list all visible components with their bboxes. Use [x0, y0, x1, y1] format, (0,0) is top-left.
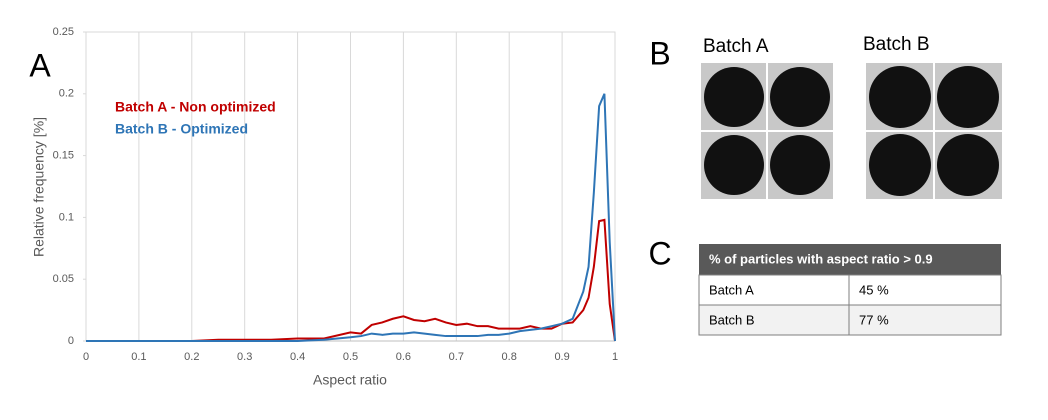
table-cell: 77 % [859, 312, 889, 327]
x-tick-label: 0.9 [554, 351, 569, 363]
table-row [698, 274, 1002, 306]
particle [869, 66, 931, 128]
particle [869, 134, 931, 196]
y-tick-label: 0 [68, 335, 74, 347]
panel-label: B [649, 35, 670, 71]
x-tick-label: 0.1 [131, 351, 146, 363]
table-cell: 45 % [859, 282, 889, 297]
x-tick-label: 0.6 [396, 351, 411, 363]
y-tick-label: 0.25 [53, 26, 74, 38]
series-line [86, 93, 616, 342]
particle [704, 67, 764, 127]
x-tick-label: 1 [612, 351, 618, 363]
particle [937, 66, 999, 128]
panel-label: A [29, 47, 51, 83]
y-tick-label: 0.05 [53, 273, 74, 285]
image-label: Batch A [703, 36, 769, 57]
particle [770, 135, 830, 195]
image-label: Batch B [863, 34, 930, 55]
panel-label: C [648, 235, 671, 271]
y-tick-label: 0.1 [59, 211, 74, 223]
table-header-text: % of particles with aspect ratio > 0.9 [709, 251, 933, 266]
particle-images [701, 63, 1002, 199]
legend-entry: Batch B - Optimized [115, 121, 248, 137]
table-cell: Batch A [709, 282, 754, 297]
particle [770, 67, 830, 127]
table: % of particles with aspect ratio > 0.9 B… [698, 244, 1002, 336]
x-tick-label: 0.5 [343, 351, 358, 363]
x-tick-label: 0.3 [237, 351, 252, 363]
series-line [86, 218, 616, 342]
y-axis-label: Relative frequency [%] [31, 117, 47, 257]
table-header [699, 244, 1001, 275]
x-axis-label: Aspect ratio [313, 372, 387, 388]
y-tick-label: 0.2 [59, 88, 74, 100]
table-cell: Batch B [709, 312, 755, 327]
y-tick-label: 0.15 [53, 150, 74, 162]
legend-entry: Batch A - Non optimized [115, 99, 276, 115]
x-tick-label: 0.8 [502, 351, 517, 363]
x-tick-label: 0 [83, 351, 89, 363]
x-tick-label: 0.4 [290, 351, 305, 363]
x-tick-label: 0.7 [449, 351, 464, 363]
particle [704, 135, 764, 195]
x-tick-label: 0.2 [184, 351, 199, 363]
particle [937, 134, 999, 196]
table-row [698, 304, 1002, 336]
